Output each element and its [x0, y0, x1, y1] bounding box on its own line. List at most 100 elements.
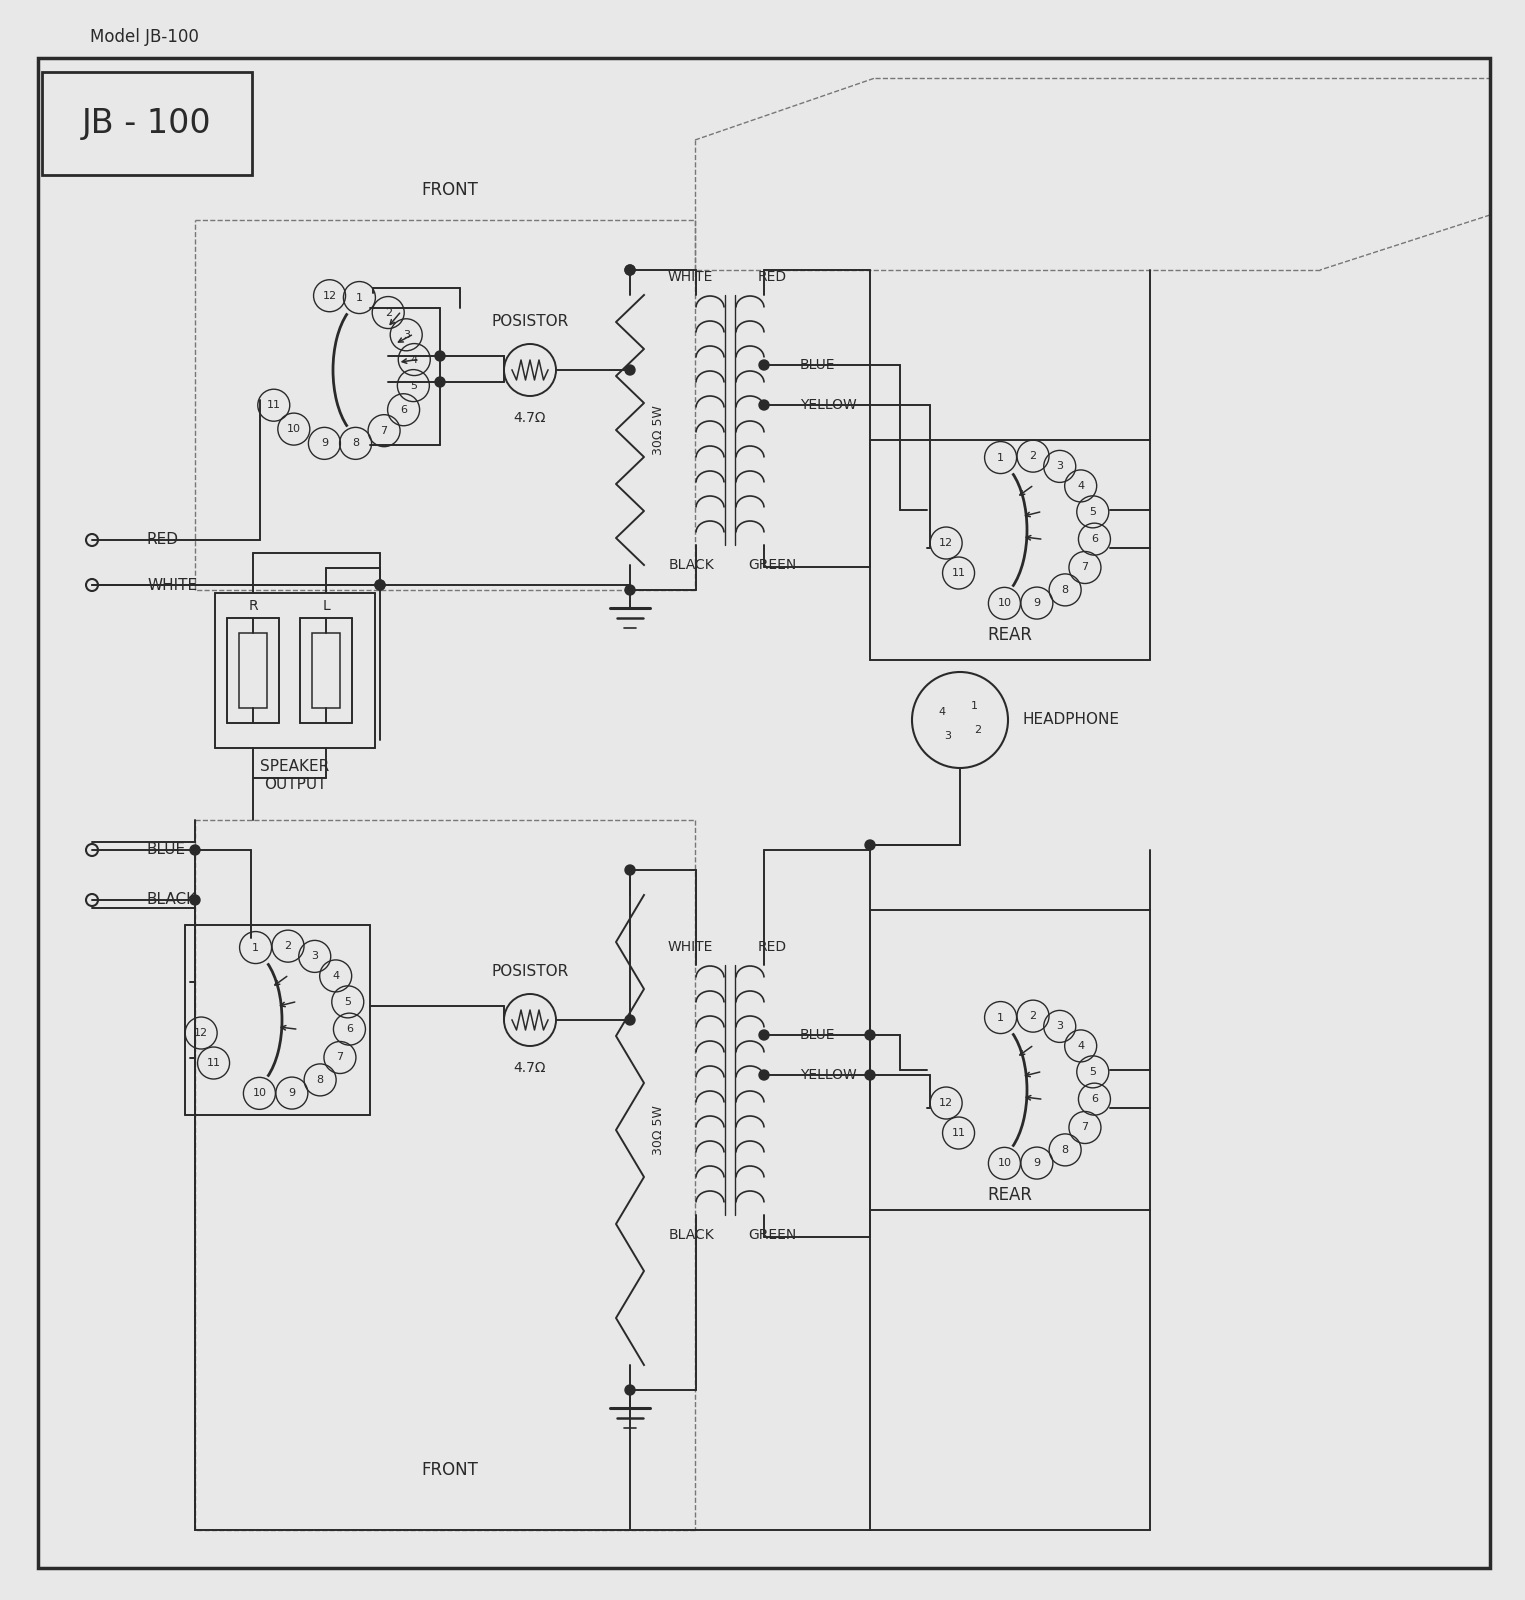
Circle shape	[625, 586, 634, 595]
Text: 3: 3	[1057, 461, 1063, 472]
Text: 11: 11	[952, 1128, 965, 1138]
Text: RED: RED	[758, 939, 787, 954]
Text: 3: 3	[1057, 1021, 1063, 1032]
Bar	[239, 632, 267, 707]
Circle shape	[625, 866, 634, 875]
Text: 9: 9	[1034, 1158, 1040, 1168]
Text: Model JB-100: Model JB-100	[90, 27, 198, 46]
Text: 4: 4	[1077, 482, 1084, 491]
Bar	[43, 72, 252, 174]
Text: 2: 2	[1029, 1011, 1037, 1021]
Text: 10: 10	[997, 1158, 1011, 1168]
Text: HEADPHONE: HEADPHONE	[1023, 712, 1119, 728]
Text: 6: 6	[1090, 1094, 1098, 1104]
Text: 2: 2	[974, 725, 982, 734]
Text: 4: 4	[1077, 1042, 1084, 1051]
Text: 1: 1	[355, 293, 363, 302]
Text: 12: 12	[939, 538, 953, 549]
Text: 11: 11	[267, 400, 281, 410]
Text: L: L	[322, 598, 329, 613]
Text: 4.7Ω: 4.7Ω	[514, 411, 546, 426]
Text: 8: 8	[352, 438, 360, 448]
Text: BLACK: BLACK	[669, 1229, 715, 1242]
Circle shape	[625, 1386, 634, 1395]
Text: 7: 7	[337, 1053, 343, 1062]
Text: WHITE: WHITE	[146, 578, 197, 592]
Text: BLUE: BLUE	[146, 843, 186, 858]
Circle shape	[375, 579, 384, 590]
Text: 7: 7	[1081, 563, 1089, 573]
Text: 7: 7	[1081, 1123, 1089, 1133]
Text: 2: 2	[384, 307, 392, 317]
Circle shape	[865, 840, 875, 850]
Circle shape	[759, 1070, 769, 1080]
Circle shape	[625, 1014, 634, 1026]
Circle shape	[865, 1070, 875, 1080]
Text: FRONT: FRONT	[421, 1461, 479, 1478]
Text: 3: 3	[311, 952, 319, 962]
Text: 1: 1	[997, 1013, 1003, 1022]
Text: 2: 2	[285, 941, 291, 950]
Text: 1: 1	[997, 453, 1003, 462]
Text: BLUE: BLUE	[801, 358, 836, 371]
Text: 8: 8	[1061, 586, 1069, 595]
Circle shape	[191, 845, 200, 854]
Circle shape	[625, 365, 634, 374]
Text: 12: 12	[939, 1098, 953, 1109]
Circle shape	[865, 1030, 875, 1040]
Circle shape	[625, 266, 634, 275]
Text: 11: 11	[952, 568, 965, 578]
Text: 9: 9	[288, 1088, 296, 1098]
Text: POSISTOR: POSISTOR	[491, 965, 569, 979]
Text: BLUE: BLUE	[801, 1029, 836, 1042]
Text: YELLOW: YELLOW	[801, 398, 857, 411]
Text: 10: 10	[287, 424, 300, 434]
Text: R: R	[249, 598, 258, 613]
Text: WHITE: WHITE	[668, 939, 712, 954]
Text: 6: 6	[400, 405, 407, 414]
Text: REAR: REAR	[988, 626, 1032, 643]
Text: WHITE: WHITE	[668, 270, 712, 285]
Text: 1: 1	[970, 701, 978, 710]
Text: 3: 3	[403, 330, 410, 339]
Text: 2: 2	[1029, 451, 1037, 461]
Text: 5: 5	[1089, 507, 1096, 517]
Text: 9: 9	[1034, 598, 1040, 608]
Text: 4: 4	[938, 707, 946, 717]
Text: 4: 4	[332, 971, 339, 981]
Text: 30Ω 5W: 30Ω 5W	[651, 1106, 665, 1155]
Text: 10: 10	[253, 1088, 267, 1098]
Text: 5: 5	[410, 381, 416, 390]
Text: 12: 12	[194, 1029, 209, 1038]
Text: JB - 100: JB - 100	[82, 107, 212, 141]
Text: 3: 3	[944, 731, 952, 741]
Text: POSISTOR: POSISTOR	[491, 315, 569, 330]
Text: 8: 8	[1061, 1146, 1069, 1155]
Circle shape	[759, 400, 769, 410]
Text: 30Ω 5W: 30Ω 5W	[651, 405, 665, 454]
Circle shape	[625, 266, 634, 275]
Text: 6: 6	[346, 1024, 352, 1034]
Text: RED: RED	[146, 533, 178, 547]
Circle shape	[375, 579, 384, 590]
Text: 5: 5	[1089, 1067, 1096, 1077]
Text: YELLOW: YELLOW	[801, 1069, 857, 1082]
Text: SPEAKER
OUTPUT: SPEAKER OUTPUT	[261, 760, 329, 792]
Circle shape	[759, 1030, 769, 1040]
Text: FRONT: FRONT	[421, 181, 479, 198]
Text: 6: 6	[1090, 534, 1098, 544]
Text: 5: 5	[345, 997, 351, 1006]
Text: 7: 7	[381, 426, 387, 435]
Text: 1: 1	[252, 942, 259, 952]
Text: GREEN: GREEN	[747, 558, 796, 573]
Circle shape	[191, 894, 200, 906]
Text: BLACK: BLACK	[669, 558, 715, 573]
Text: 9: 9	[320, 438, 328, 448]
Text: RED: RED	[758, 270, 787, 285]
Circle shape	[435, 378, 445, 387]
Circle shape	[759, 360, 769, 370]
Text: GREEN: GREEN	[747, 1229, 796, 1242]
Circle shape	[435, 350, 445, 362]
Text: 11: 11	[206, 1058, 221, 1069]
Text: 4.7Ω: 4.7Ω	[514, 1061, 546, 1075]
